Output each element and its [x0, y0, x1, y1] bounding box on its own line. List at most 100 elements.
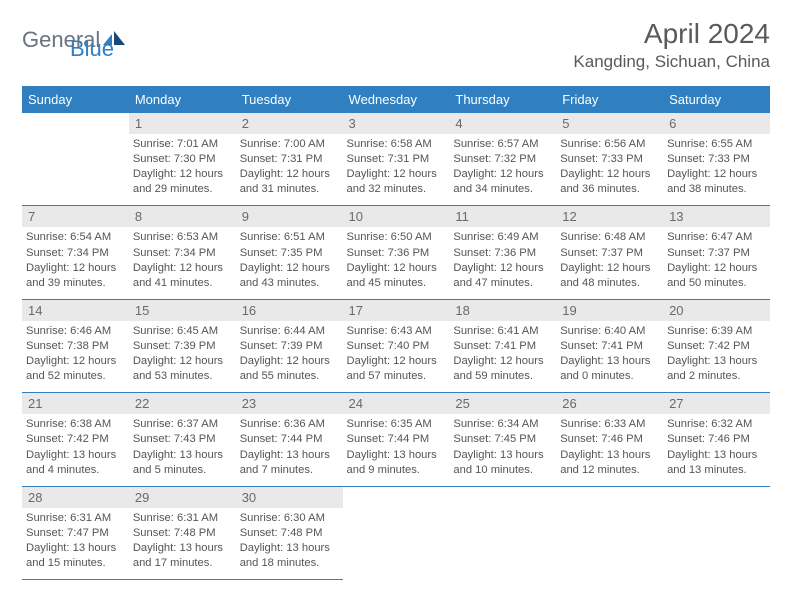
daylight-text: and 4 minutes. [26, 463, 125, 478]
daylight-text: Daylight: 12 hours [347, 354, 446, 369]
calendar-day-cell: 9Sunrise: 6:51 AMSunset: 7:35 PMDaylight… [236, 206, 343, 299]
day-number: 2 [236, 113, 343, 134]
calendar-day-cell: 10Sunrise: 6:50 AMSunset: 7:36 PMDayligh… [343, 206, 450, 299]
sunset-text: Sunset: 7:33 PM [667, 152, 766, 167]
daylight-text: Daylight: 12 hours [133, 167, 232, 182]
day-number: 7 [22, 206, 129, 227]
sunrise-text: Sunrise: 6:57 AM [453, 137, 552, 152]
day-number: 13 [663, 206, 770, 227]
calendar-day-cell: 24Sunrise: 6:35 AMSunset: 7:44 PMDayligh… [343, 393, 450, 486]
calendar-day-cell: 14Sunrise: 6:46 AMSunset: 7:38 PMDayligh… [22, 299, 129, 392]
daylight-text: and 45 minutes. [347, 276, 446, 291]
daylight-text: and 59 minutes. [453, 369, 552, 384]
daylight-text: and 12 minutes. [560, 463, 659, 478]
daylight-text: Daylight: 12 hours [240, 354, 339, 369]
day-number: 3 [343, 113, 450, 134]
daylight-text: Daylight: 13 hours [667, 448, 766, 463]
day-number: 22 [129, 393, 236, 414]
calendar-day-cell: 12Sunrise: 6:48 AMSunset: 7:37 PMDayligh… [556, 206, 663, 299]
daylight-text: Daylight: 12 hours [453, 354, 552, 369]
daylight-text: and 13 minutes. [667, 463, 766, 478]
day-number: 28 [22, 487, 129, 508]
sunset-text: Sunset: 7:31 PM [347, 152, 446, 167]
day-number: 15 [129, 300, 236, 321]
location-subtitle: Kangding, Sichuan, China [573, 52, 770, 72]
day-number: 9 [236, 206, 343, 227]
sunset-text: Sunset: 7:39 PM [133, 339, 232, 354]
day-number: 6 [663, 113, 770, 134]
calendar-week-row: 14Sunrise: 6:46 AMSunset: 7:38 PMDayligh… [22, 299, 770, 392]
sunrise-text: Sunrise: 6:38 AM [26, 417, 125, 432]
sunrise-text: Sunrise: 7:00 AM [240, 137, 339, 152]
sunset-text: Sunset: 7:41 PM [560, 339, 659, 354]
day-header: Sunday [22, 86, 129, 113]
day-number: 8 [129, 206, 236, 227]
daylight-text: and 39 minutes. [26, 276, 125, 291]
page-title: April 2024 [573, 18, 770, 50]
daylight-text: and 48 minutes. [560, 276, 659, 291]
day-number: 24 [343, 393, 450, 414]
sunset-text: Sunset: 7:34 PM [133, 246, 232, 261]
daylight-text: and 9 minutes. [347, 463, 446, 478]
daylight-text: and 32 minutes. [347, 182, 446, 197]
daylight-text: and 43 minutes. [240, 276, 339, 291]
sunset-text: Sunset: 7:36 PM [347, 246, 446, 261]
day-number: 27 [663, 393, 770, 414]
daylight-text: and 5 minutes. [133, 463, 232, 478]
daylight-text: and 47 minutes. [453, 276, 552, 291]
daylight-text: and 53 minutes. [133, 369, 232, 384]
calendar-table: SundayMondayTuesdayWednesdayThursdayFrid… [22, 86, 770, 580]
calendar-day-cell: 2Sunrise: 7:00 AMSunset: 7:31 PMDaylight… [236, 113, 343, 206]
day-number: 20 [663, 300, 770, 321]
sunset-text: Sunset: 7:44 PM [240, 432, 339, 447]
daylight-text: Daylight: 13 hours [240, 448, 339, 463]
sunset-text: Sunset: 7:40 PM [347, 339, 446, 354]
calendar-day-cell: 8 Sunrise: 6:53 AMSunset: 7:34 PMDaylight… [129, 206, 236, 299]
calendar-week-row: 7Sunrise: 6:54 AMSunset: 7:34 PMDaylight… [22, 206, 770, 299]
sunset-text: Sunset: 7:48 PM [240, 526, 339, 541]
daylight-text: Daylight: 12 hours [347, 167, 446, 182]
calendar-day-cell: 19 Sunrise: 6:40 AMSunset: 7:41 PMDayligh… [556, 299, 663, 392]
daylight-text: Daylight: 12 hours [133, 261, 232, 276]
daylight-text: Daylight: 12 hours [26, 354, 125, 369]
daylight-text: Daylight: 13 hours [560, 448, 659, 463]
sunrise-text: Sunrise: 6:33 AM [560, 417, 659, 432]
daylight-text: Daylight: 13 hours [240, 541, 339, 556]
day-number: 14 [22, 300, 129, 321]
sunset-text: Sunset: 7:42 PM [667, 339, 766, 354]
sunrise-text: Sunrise: 6:53 AM [133, 230, 232, 245]
sunset-text: Sunset: 7:45 PM [453, 432, 552, 447]
day-header: Saturday [663, 86, 770, 113]
daylight-text: and 38 minutes. [667, 182, 766, 197]
sunset-text: Sunset: 7:33 PM [560, 152, 659, 167]
sunrise-text: Sunrise: 6:43 AM [347, 324, 446, 339]
calendar-empty-cell [343, 486, 450, 579]
daylight-text: Daylight: 12 hours [26, 261, 125, 276]
day-number: 21 [22, 393, 129, 414]
calendar-empty-cell [449, 486, 556, 579]
calendar-day-cell: 5Sunrise: 6:56 AMSunset: 7:33 PMDaylight… [556, 113, 663, 206]
daylight-text: Daylight: 13 hours [133, 448, 232, 463]
calendar-empty-cell [663, 486, 770, 579]
day-number: 17 [343, 300, 450, 321]
day-number: 18 [449, 300, 556, 321]
sunrise-text: Sunrise: 6:40 AM [560, 324, 659, 339]
sunrise-text: Sunrise: 6:31 AM [133, 511, 232, 526]
day-header: Friday [556, 86, 663, 113]
calendar-day-cell: 27Sunrise: 6:32 AMSunset: 7:46 PMDayligh… [663, 393, 770, 486]
day-number: 19 [556, 300, 663, 321]
sunset-text: Sunset: 7:31 PM [240, 152, 339, 167]
day-number: 26 [556, 393, 663, 414]
day-number: 25 [449, 393, 556, 414]
day-number: 12 [556, 206, 663, 227]
calendar-day-cell: 28Sunrise: 6:31 AMSunset: 7:47 PMDayligh… [22, 486, 129, 579]
sunrise-text: Sunrise: 6:32 AM [667, 417, 766, 432]
sunset-text: Sunset: 7:37 PM [560, 246, 659, 261]
sunrise-text: Sunrise: 6:37 AM [133, 417, 232, 432]
sunrise-text: Sunrise: 6:41 AM [453, 324, 552, 339]
sunset-text: Sunset: 7:43 PM [133, 432, 232, 447]
sunrise-text: Sunrise: 6:51 AM [240, 230, 339, 245]
daylight-text: Daylight: 12 hours [667, 261, 766, 276]
calendar-day-cell: 17 Sunrise: 6:43 AMSunset: 7:40 PMDayligh… [343, 299, 450, 392]
daylight-text: Daylight: 13 hours [560, 354, 659, 369]
